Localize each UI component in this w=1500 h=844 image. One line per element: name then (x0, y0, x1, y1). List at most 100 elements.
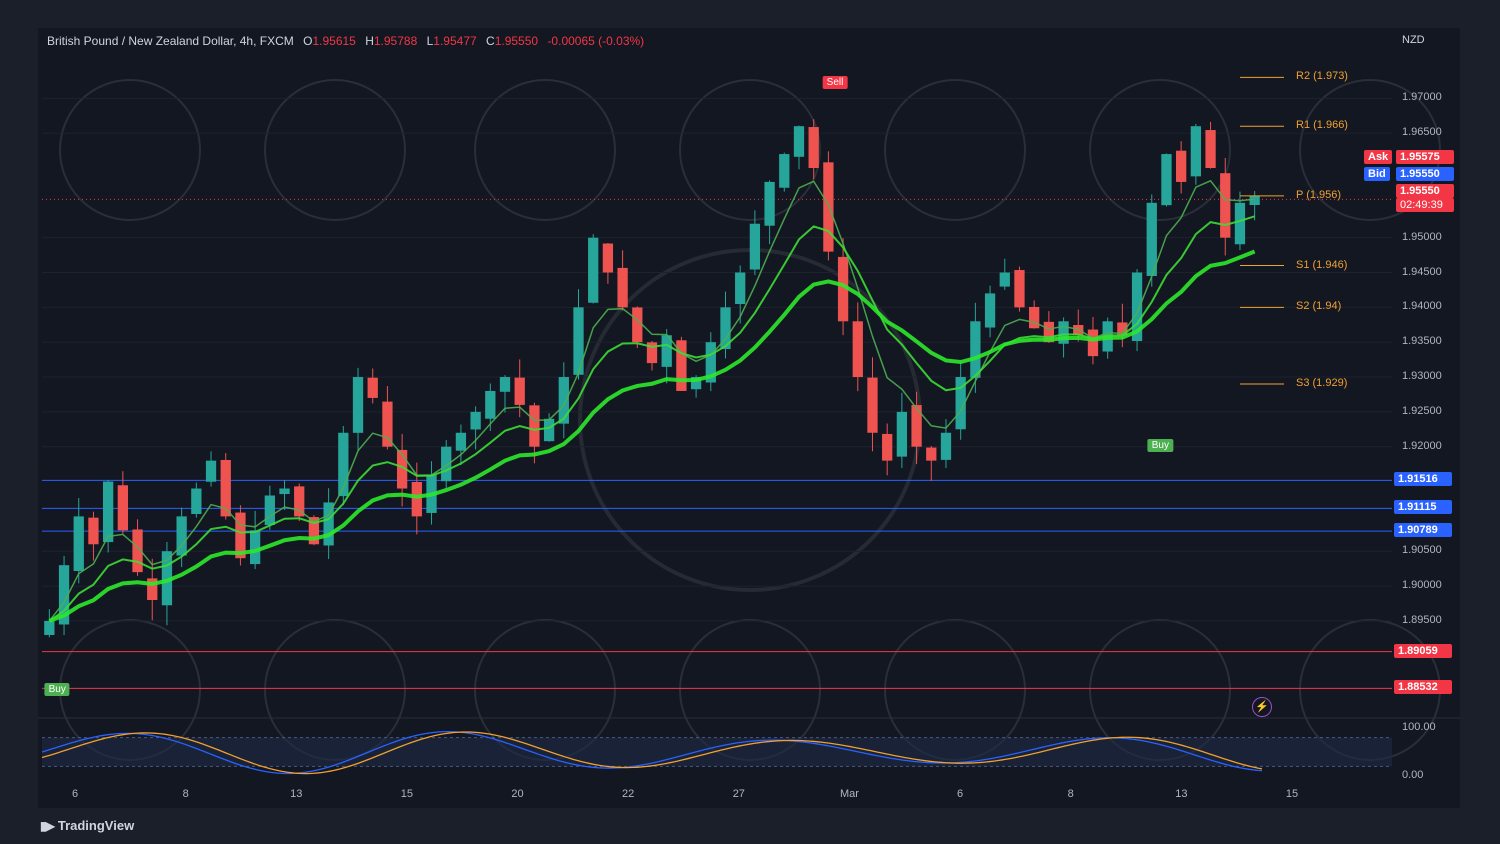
candle-body (793, 126, 805, 157)
price-tick-label: 1.90000 (1402, 579, 1442, 592)
tv-mark-icon: ▮▶ (40, 819, 55, 833)
candle-body (396, 449, 408, 489)
candle-body (588, 237, 599, 303)
chart-frame[interactable] (38, 28, 1460, 808)
candle-body (1249, 195, 1260, 205)
close-value: 1.95550 (494, 34, 539, 48)
candle-body (735, 272, 746, 305)
candle-body (1131, 272, 1143, 342)
candle-body (543, 418, 555, 442)
candle-body (808, 127, 819, 168)
candle-body (352, 377, 364, 433)
candle-body (1220, 173, 1231, 238)
watermark-seal (679, 79, 821, 221)
time-tick-label: 27 (732, 788, 745, 800)
time-tick-label: 13 (290, 788, 303, 800)
bid-label: Bid (1364, 167, 1390, 181)
candle-body (220, 459, 231, 517)
candle-body (323, 502, 334, 546)
candle-body (499, 377, 511, 392)
oscillator-line (41, 731, 1263, 775)
candle-body (705, 342, 716, 383)
candle-body (852, 321, 863, 378)
candle-body (867, 377, 878, 433)
candle-body (573, 307, 584, 375)
candle-body (294, 486, 305, 517)
candle-body (955, 377, 966, 430)
candle-body (779, 154, 790, 188)
candle-body (529, 405, 540, 447)
candle-body (88, 517, 99, 545)
level-price-tag: 1.91115 (1394, 500, 1452, 515)
level-price-tag: 1.91516 (1394, 472, 1452, 487)
candle-body (411, 481, 422, 517)
pivot-label: S3 (1.929) (1296, 377, 1348, 389)
watermark-seal (264, 79, 406, 221)
candle-body (103, 481, 114, 543)
moving-average-line (48, 179, 1255, 622)
price-tick-label: 1.94000 (1402, 300, 1442, 313)
candle-body (441, 446, 452, 482)
candle-body (58, 565, 70, 625)
candle-body (896, 411, 908, 457)
change-value: -0.00065 (-0.03%) (547, 34, 645, 48)
candle-body (191, 488, 202, 514)
candle-body (823, 162, 834, 252)
candle-body (926, 447, 937, 461)
candle-body (602, 243, 614, 273)
price-tick-label: 1.97000 (1402, 91, 1442, 104)
candle-body (720, 307, 731, 350)
buy-signal: Buy (44, 682, 70, 696)
candle-body (632, 307, 643, 343)
moving-average-line (48, 215, 1255, 622)
pivot-label: R2 (1.973) (1296, 70, 1348, 83)
moving-average-line (48, 249, 1256, 623)
oscillator-band (42, 737, 1392, 767)
level-price-tag: 1.88532 (1394, 680, 1452, 695)
candle-body (470, 411, 481, 430)
candle-body (485, 390, 496, 419)
oscillator-tick-label: 0.00 (1402, 769, 1424, 781)
ask-price-tag: 1.95575 (1396, 150, 1454, 164)
watermark-seal (884, 79, 1026, 221)
candle-body (1014, 270, 1025, 308)
candle-body (73, 516, 84, 572)
candle-body (308, 517, 320, 545)
candle-body (1043, 321, 1055, 343)
candle-body (117, 485, 128, 531)
candle-body (617, 267, 628, 308)
time-tick-label: 15 (400, 788, 414, 800)
price-tick-label: 1.92000 (1402, 439, 1442, 452)
time-tick-label: 13 (1175, 788, 1188, 800)
pivot-label: P (1.956) (1296, 188, 1342, 201)
candle-body (279, 488, 290, 495)
candle-body (764, 181, 775, 226)
candle-body (132, 529, 143, 573)
time-tick-label: 6 (71, 788, 79, 800)
watermark-seal (474, 79, 616, 221)
candle-body (1205, 130, 1216, 168)
time-tick-label: 8 (1067, 788, 1074, 800)
candle-body (205, 460, 217, 482)
lightning-icon[interactable]: ⚡ (1252, 697, 1272, 717)
tradingview-logo[interactable]: ▮▶ TradingView (40, 818, 135, 833)
candle-body (558, 377, 569, 424)
price-tick-label: 1.93500 (1402, 335, 1442, 348)
currency-label: NZD (1402, 34, 1425, 46)
candle-body (147, 578, 158, 600)
candle-body (1190, 126, 1201, 177)
candle-body (911, 405, 922, 447)
level-price-tag: 1.90789 (1394, 523, 1452, 538)
candle-body (235, 512, 246, 559)
time-tick-label: Mar (839, 788, 859, 800)
candle-body (1087, 329, 1099, 357)
candle-body (455, 432, 467, 451)
symbol-title: British Pound / New Zealand Dollar, 4h, … (47, 34, 294, 48)
candle-body (646, 342, 658, 364)
candle-body (690, 377, 702, 390)
candle-body (661, 335, 672, 367)
high-value: 1.95788 (373, 34, 418, 48)
time-tick-label: 6 (957, 788, 964, 800)
time-tick-label: 8 (182, 788, 189, 800)
